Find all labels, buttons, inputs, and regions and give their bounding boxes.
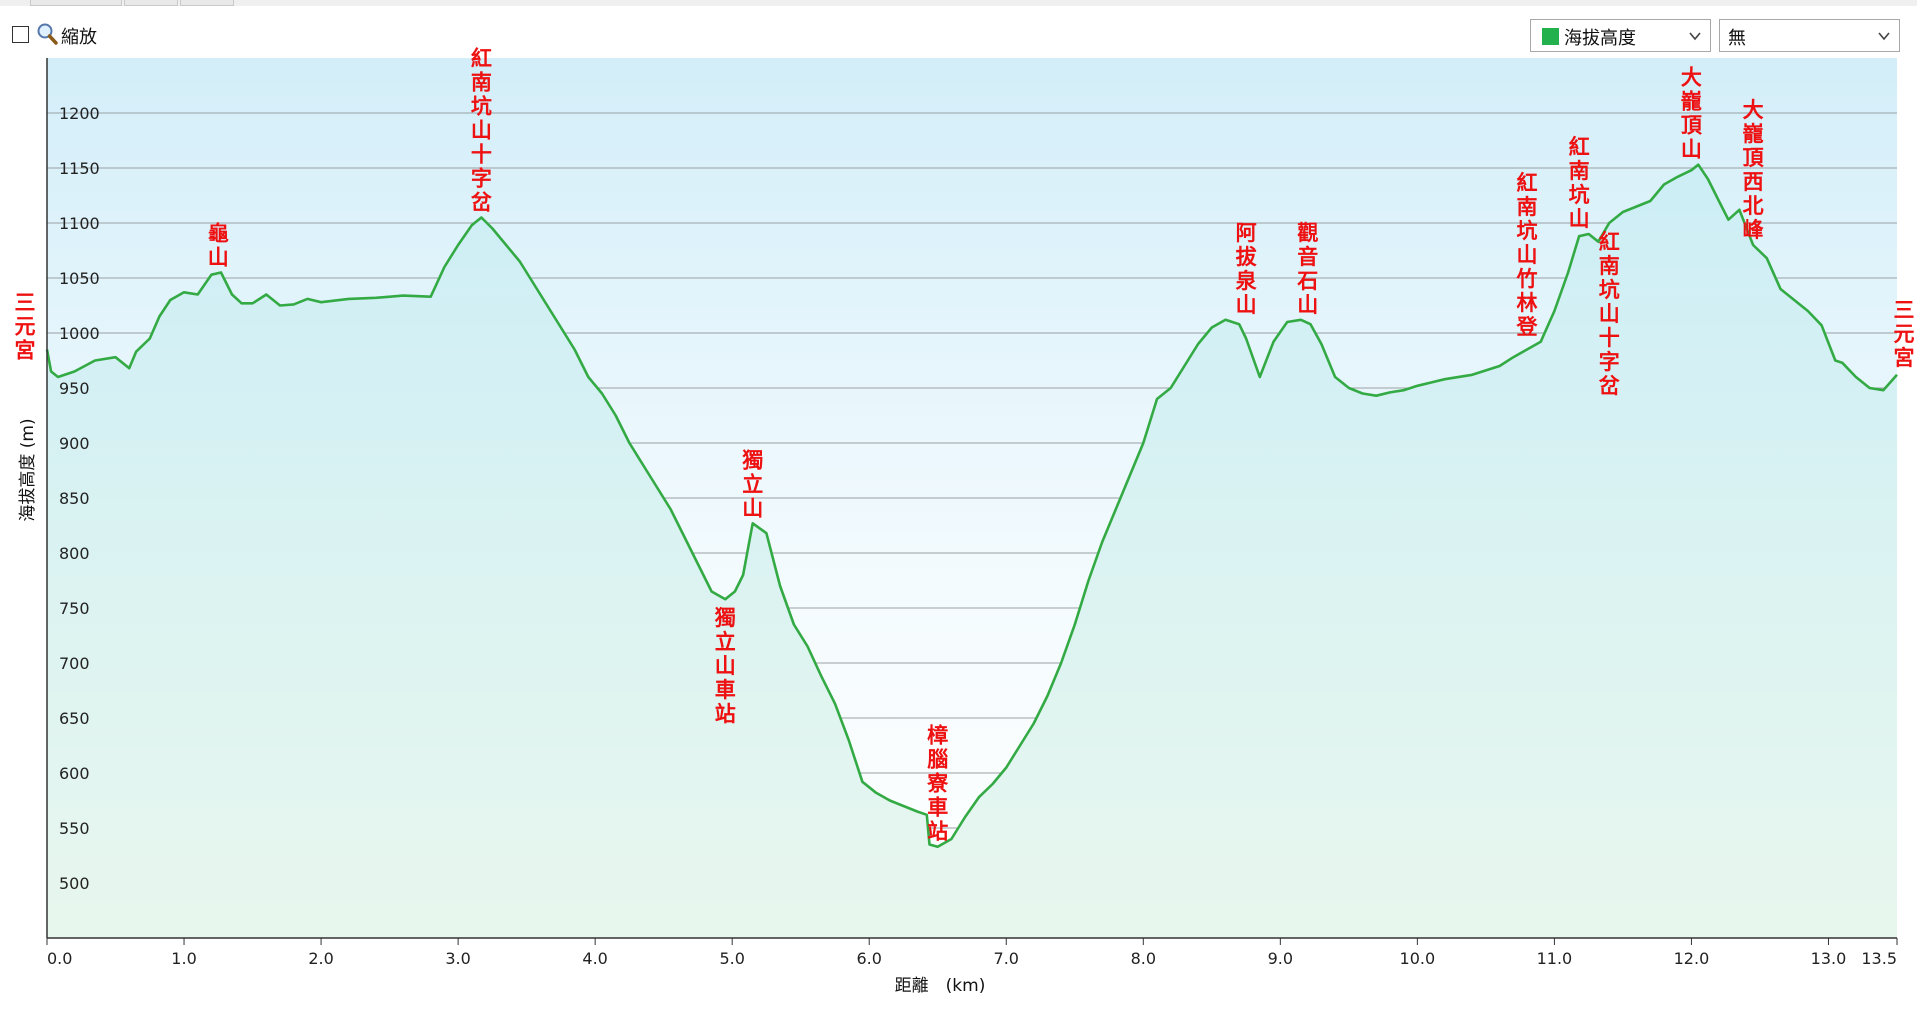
- y-tick-label: 850: [59, 489, 90, 508]
- x-tick-label: 5.0: [719, 949, 744, 968]
- y-tick-label: 800: [59, 544, 90, 563]
- series-select[interactable]: 海拔高度: [1530, 19, 1711, 52]
- y-tick-label: 500: [59, 874, 90, 893]
- secondary-select-value: 無: [1728, 28, 1746, 49]
- peak-label: 紅南坑山十字岔: [1599, 229, 1620, 398]
- y-tick-label: 1000: [59, 324, 100, 343]
- peak-label: 樟腦寮車站: [926, 723, 948, 844]
- x-tick-label: 0.0: [47, 949, 72, 968]
- x-tick-label: 1.0: [171, 949, 196, 968]
- y-tick-label: 1150: [59, 159, 100, 178]
- peak-label: 三元宮: [15, 290, 36, 363]
- series-select-value: 海拔高度: [1564, 28, 1636, 49]
- y-tick-label: 1200: [59, 104, 100, 123]
- peak-label: 大巃頂山: [1681, 65, 1703, 162]
- y-tick-label: 650: [59, 709, 90, 728]
- y-tick-label: 1050: [59, 269, 100, 288]
- zoom-checkbox[interactable]: [12, 26, 29, 43]
- chevron-down-icon: [1689, 32, 1701, 41]
- x-tick-label: 13.5: [1861, 949, 1897, 968]
- axes: [46, 58, 1897, 939]
- chevron-down-icon: [1878, 32, 1890, 41]
- peak-label: 觀音石山: [1296, 220, 1318, 317]
- magnifier-icon: [37, 23, 58, 45]
- peak-label: 紅南坑山竹林登: [1516, 170, 1539, 339]
- y-tick-label: 1100: [59, 214, 100, 233]
- x-tick-label: 2.0: [308, 949, 333, 968]
- peak-label: 獨立山: [741, 447, 763, 520]
- peak-label: 阿拔泉山: [1236, 220, 1258, 317]
- elevation-area: [47, 164, 1897, 938]
- chart-toolbar: 縮放 海拔高度 無: [0, 6, 1917, 52]
- x-tick-label: 7.0: [994, 949, 1019, 968]
- secondary-select[interactable]: 無: [1719, 19, 1900, 52]
- x-axis-title: 距離 (km): [895, 976, 986, 996]
- y-tick-label: 600: [59, 764, 90, 783]
- peak-label: 三元宮: [1894, 297, 1915, 370]
- y-tick-label: 750: [59, 599, 90, 618]
- x-tick-label: 12.0: [1674, 949, 1710, 968]
- zoom-label: 縮放: [61, 27, 97, 48]
- x-tick-label: 9.0: [1268, 949, 1293, 968]
- peak-label: 大巃頂西北峰: [1743, 97, 1765, 242]
- tab[interactable]: [30, 0, 122, 6]
- peak-label: 龜山: [208, 221, 229, 270]
- x-tick-label: 8.0: [1131, 949, 1156, 968]
- elevation-line: [45, 163, 1898, 848]
- x-tick-label: 3.0: [445, 949, 470, 968]
- y-tick-label: 700: [59, 654, 90, 673]
- tab[interactable]: [180, 0, 234, 6]
- y-tick-label: 550: [59, 819, 90, 838]
- series-color-swatch: [1542, 28, 1559, 45]
- y-axis-title: 海拔高度 (m): [18, 418, 38, 521]
- x-tick-label: 10.0: [1400, 949, 1436, 968]
- y-axis-ticks: 500 550 600 650 700 750 800 850 900 950 1000 1050 11…: [59, 104, 100, 893]
- peak-label: 獨立山車站: [714, 605, 736, 726]
- peak-label: 紅南坑山十字岔: [471, 46, 492, 215]
- x-tick-label: 6.0: [856, 949, 881, 968]
- x-tick-label: 11.0: [1537, 949, 1573, 968]
- x-axis-ticks: 0.0 1.0 2.0 3.0 4.0 5.0 6.0 7.0 8.0 9.0 10.0 11.0 12…: [47, 949, 1897, 968]
- y-tick-label: 950: [59, 379, 90, 398]
- peak-label: 紅南坑山: [1569, 134, 1590, 231]
- y-tick-label: 900: [59, 434, 90, 453]
- x-tick-label: 13.0: [1811, 949, 1847, 968]
- x-tick-label: 4.0: [582, 949, 607, 968]
- tab[interactable]: [124, 0, 178, 6]
